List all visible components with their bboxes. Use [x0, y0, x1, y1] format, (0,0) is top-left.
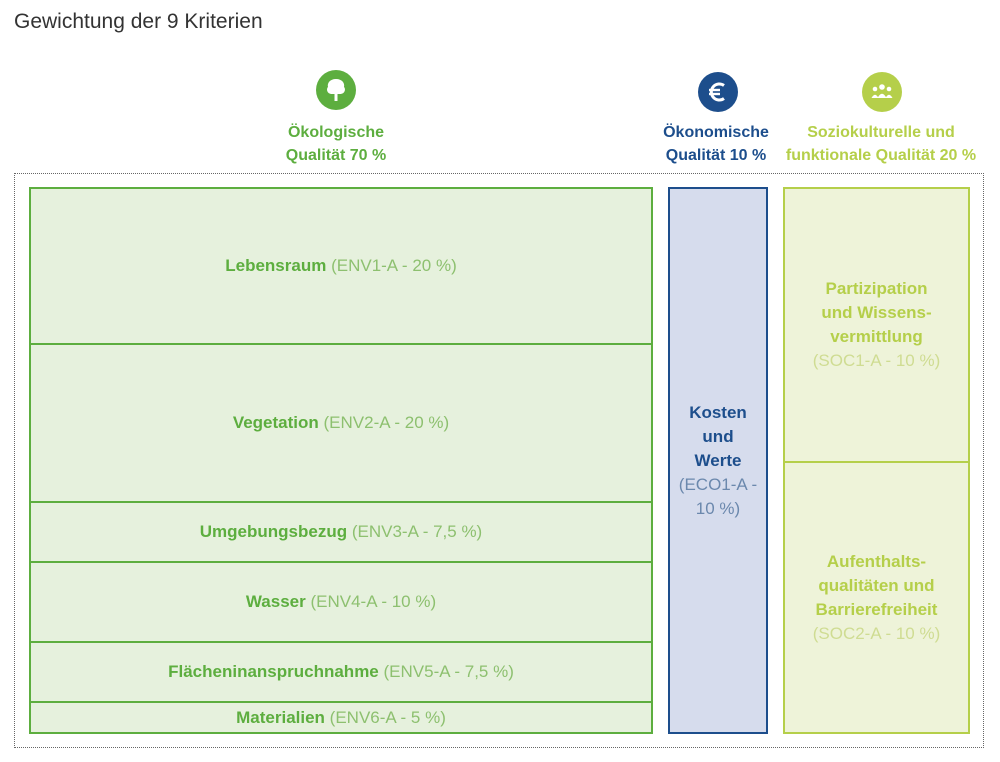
criterion-eco1: Kosten und Werte (ECO1-A - 10 %) — [670, 189, 766, 732]
criterion-code: (ENV3-A - 7,5 %) — [351, 522, 483, 541]
criterion-name-line: vermittlung — [830, 327, 923, 346]
criterion-name-line: Partizipation — [825, 279, 928, 298]
tree-icon — [316, 70, 356, 110]
criterion-code-line: (ECO1-A - — [678, 474, 758, 494]
criterion-name-line: Barrierefreiheit — [815, 599, 938, 619]
people-icon — [862, 72, 902, 112]
page-title: Gewichtung der 9 Kriterien — [14, 10, 263, 33]
criterion-code: (ENV1-A - 20 %) — [331, 256, 457, 275]
criterion-env4: Wasser (ENV4-A - 10 %) — [31, 561, 651, 641]
criterion-name-line: Werte — [694, 450, 742, 470]
criterion-name-line: und — [702, 426, 734, 446]
criterion-env3: Umgebungsbezug (ENV3-A - 7,5 %) — [31, 501, 651, 561]
criterion-name: Wasser — [245, 592, 306, 611]
category-label-sociocultural: Soziokulturelle und funktionale Qualität … — [785, 124, 977, 164]
criterion-env5: Flächeninanspruchnahme (ENV5-A - 7,5 %) — [31, 641, 651, 701]
criterion-code: (SOC1-A - 10 %) — [812, 351, 941, 370]
criterion-code: (ENV2-A - 20 %) — [323, 413, 450, 432]
economy-column: Kosten und Werte (ECO1-A - 10 %) — [668, 187, 768, 734]
criterion-env6: Materialien (ENV6-A - 5 %) — [31, 701, 651, 732]
criterion-name-line: Aufenthalts- — [826, 551, 927, 571]
criterion-name: Flächeninanspruchnahme — [168, 662, 379, 681]
category-label-economic: Ökonomische Qualität 10 % — [663, 124, 769, 164]
criterion-env1: Lebensraum (ENV1-A - 20 %) — [31, 189, 651, 343]
environment-column: Lebensraum (ENV1-A - 20 %) Vegetation (E… — [29, 187, 653, 734]
criterion-code: (SOC2-A - 10 %) — [812, 623, 941, 643]
criterion-code: (ENV5-A - 7,5 %) — [383, 662, 514, 681]
social-column: Partizipation und Wissens- vermittlung (… — [783, 187, 970, 734]
criterion-soc1: Partizipation und Wissens- vermittlung (… — [785, 189, 968, 461]
criterion-name: Vegetation — [232, 413, 319, 432]
criterion-name: Umgebungsbezug — [199, 522, 348, 541]
criterion-code-line: 10 %) — [695, 498, 741, 518]
criterion-name-line: qualitäten und — [818, 575, 935, 595]
euro-icon — [698, 72, 738, 112]
criterion-code: (ENV6-A - 5 %) — [329, 707, 446, 727]
criterion-name-line: Kosten — [689, 402, 747, 422]
criterion-name-line: und Wissens- — [821, 303, 932, 322]
criterion-name: Materialien — [236, 707, 325, 727]
category-label-ecological: Ökologische Qualität 70 % — [285, 124, 387, 164]
criteria-frame — [14, 173, 984, 748]
criterion-soc2: Aufenthalts- qualitäten und Barrierefrei… — [785, 461, 968, 732]
criterion-env2: Vegetation (ENV2-A - 20 %) — [31, 343, 651, 501]
criterion-name: Lebensraum — [225, 256, 327, 275]
criterion-code: (ENV4-A - 10 %) — [310, 592, 437, 611]
